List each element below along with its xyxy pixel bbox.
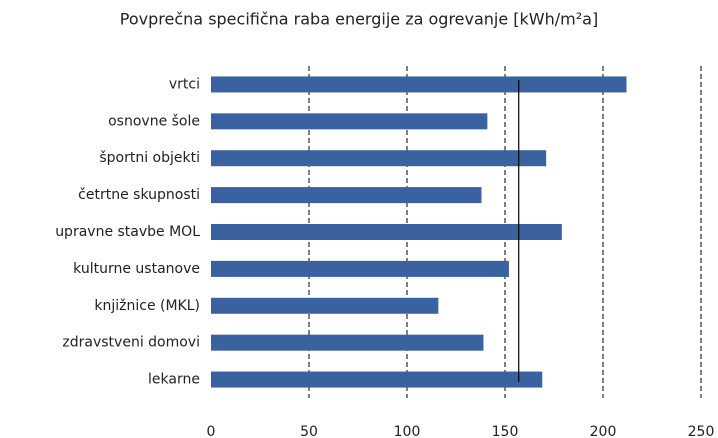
bar (211, 150, 547, 167)
y-tick-label: zdravstveni domovi (62, 335, 200, 351)
y-tick-label: športni objekti (99, 150, 200, 166)
chart-title: Povprečna specifična raba energije za og… (120, 10, 598, 29)
bar (211, 260, 509, 277)
y-tick-label: četrtne skupnosti (78, 187, 200, 203)
bar (211, 371, 543, 388)
y-tick-label: upravne stavbe MOL (55, 224, 200, 240)
x-tick-label: 50 (300, 424, 318, 438)
y-tick-label: knjižnice (MKL) (94, 298, 200, 314)
bar (211, 113, 488, 130)
bar (211, 76, 627, 93)
y-tick-label: kulturne ustanove (73, 261, 200, 277)
bar (211, 187, 482, 204)
x-tick-label: 0 (207, 424, 216, 438)
bar (211, 224, 562, 240)
x-tick-label: 200 (590, 424, 617, 438)
y-tick-label: vrtci (169, 76, 200, 92)
bar (211, 297, 439, 314)
x-tick-label: 100 (394, 424, 421, 438)
x-tick-label: 150 (492, 424, 519, 438)
y-tick-label: osnovne šole (108, 113, 200, 129)
x-tick-label: 250 (688, 424, 715, 438)
y-tick-label: lekarne (148, 372, 200, 388)
bar (211, 334, 484, 351)
